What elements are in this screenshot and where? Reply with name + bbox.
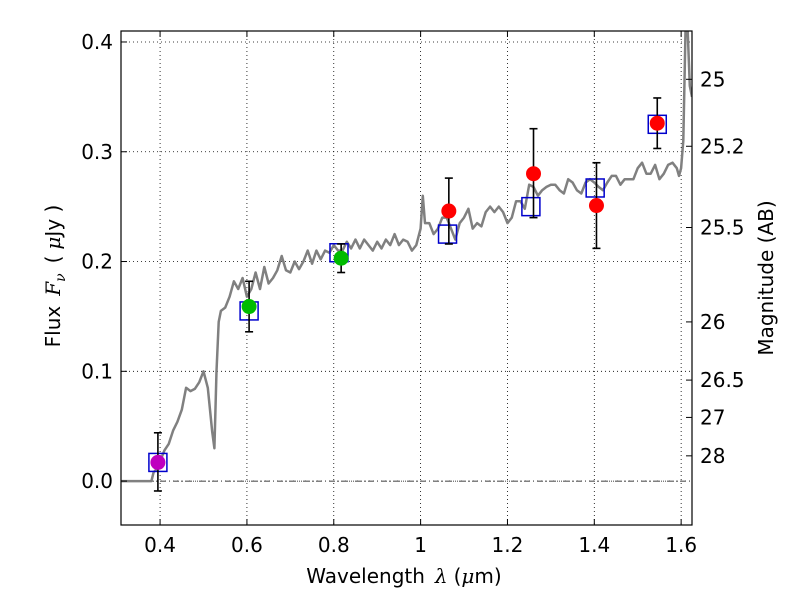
y-tick-label: 0.2 [81, 250, 113, 274]
y-axis-symbol: F [41, 281, 65, 297]
tick-labels: 0.4 0.6 0.8 1 1.2 1.4 1.6 0.0 0.1 0.2 0.3 0.4 25 25.2… [81, 30, 744, 557]
magnitude-axis-title: Magnitude (AB) [754, 200, 778, 355]
y-tick-label: 0.3 [81, 140, 113, 164]
model-sed-line [121, 31, 692, 483]
magnitude-tick-label: 25 [700, 67, 725, 91]
observed-photometry-point [241, 299, 257, 315]
x-axis-title-text: Wavelength [306, 564, 425, 588]
y-axis-unit-mu: μ [41, 237, 65, 250]
y-axis-title-text: Flux [41, 306, 65, 348]
magnitude-tick-label: 25.5 [700, 216, 745, 240]
magnitude-tick-label: 27 [700, 405, 725, 429]
x-tick-label: 0.4 [144, 533, 176, 557]
observed-photometry-series [150, 97, 665, 492]
magnitude-tick-label: 26.5 [700, 368, 745, 392]
x-axis-unit-open: ( [454, 564, 462, 588]
magnitude-tick-label: 28 [700, 444, 725, 468]
plot-frame [120, 30, 693, 526]
x-tick-label: 0.8 [318, 533, 350, 557]
model-photometry-square [521, 196, 541, 217]
x-tick-label: 1.6 [665, 533, 697, 557]
magnitude-tick-label: 26 [700, 310, 725, 334]
observed-photometry-point [333, 250, 349, 266]
y-axis-title: Flux Fν ( μJy ) [41, 205, 69, 348]
x-tick-label: 1.2 [492, 533, 524, 557]
observed-photometry-point [588, 198, 604, 214]
observed-photometry-point [526, 166, 542, 182]
y-axis-unit-open: ( [41, 256, 65, 264]
model-sed-series [121, 31, 692, 483]
axes [120, 30, 693, 526]
x-tick-label: 1 [414, 533, 427, 557]
observed-photometry-point [441, 203, 457, 219]
y-tick-label: 0.4 [81, 30, 113, 54]
model-photometry-square [585, 178, 605, 198]
model-photometry-square [437, 224, 458, 244]
x-axis-unit-mu: μ [461, 564, 474, 588]
y-tick-label: 0.1 [81, 359, 113, 383]
observed-photometry-point [649, 115, 665, 131]
y-axis-subscript: ν [53, 273, 69, 282]
y-axis-unit-rest: Jy ) [41, 205, 65, 239]
grid [121, 31, 692, 525]
magnitude-tick-label: 25.2 [700, 134, 745, 158]
y-tick-label: 0.0 [81, 469, 113, 493]
x-axis-unit-rest: m) [474, 564, 501, 588]
model-photometry-series [148, 114, 668, 473]
x-axis-symbol: λ [434, 564, 448, 588]
x-tick-label: 0.6 [231, 533, 263, 557]
observed-photometry-point [150, 454, 166, 470]
x-tick-label: 1.4 [578, 533, 610, 557]
x-axis-title: Wavelength λ (μm) [306, 564, 501, 588]
